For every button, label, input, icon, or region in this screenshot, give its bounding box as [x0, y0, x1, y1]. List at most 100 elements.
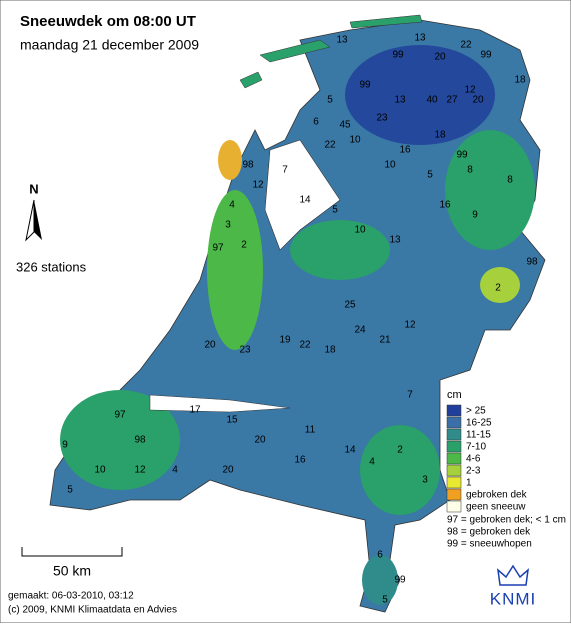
- station-value: 5: [67, 485, 73, 496]
- legend-swatch: [446, 464, 462, 477]
- station-value: 99: [359, 80, 371, 91]
- station-value: 20: [222, 465, 234, 476]
- legend-swatch: [446, 440, 462, 453]
- station-value: 2: [495, 283, 501, 294]
- station-value: 40: [426, 95, 438, 106]
- station-value: 10: [349, 135, 361, 146]
- station-value: 7: [282, 165, 288, 176]
- station-value: 7: [407, 390, 413, 401]
- region: [362, 555, 398, 605]
- region: [480, 267, 520, 303]
- station-value: 97: [114, 410, 126, 421]
- station-value: 8: [507, 175, 513, 186]
- station-value: 14: [299, 195, 311, 206]
- station-value: 10: [94, 465, 106, 476]
- station-value: 13: [389, 235, 401, 246]
- copyright: (c) 2009, KNMI Klimaatdata en Advies: [8, 605, 177, 616]
- station-value: 18: [514, 75, 526, 86]
- station-value: 98: [242, 160, 254, 171]
- station-value: 99: [392, 50, 404, 61]
- legend-label: geen sneeuw: [466, 502, 526, 513]
- region: [290, 220, 390, 280]
- station-value: 13: [414, 33, 426, 44]
- station-value: 4: [369, 457, 375, 468]
- station-value: 99: [394, 575, 406, 586]
- station-value: 22: [460, 40, 472, 51]
- station-value: 19: [279, 335, 291, 346]
- station-value: 10: [384, 160, 396, 171]
- station-value: 6: [313, 117, 319, 128]
- region: [218, 140, 242, 180]
- legend-swatch: [446, 488, 462, 501]
- station-value: 5: [332, 205, 338, 216]
- station-value: 3: [422, 475, 428, 486]
- station-value: 45: [339, 120, 351, 131]
- legend-label: 7-10: [466, 442, 486, 453]
- station-value: 25: [344, 300, 356, 311]
- station-value: 11: [305, 425, 316, 436]
- legend-note: 98 = gebroken dek: [447, 527, 531, 538]
- islands: [239, 14, 423, 89]
- legend-label: 1: [466, 478, 472, 489]
- station-value: 22: [299, 340, 311, 351]
- logo: KNMI: [490, 564, 537, 608]
- stations-count: 326 stations: [16, 259, 87, 274]
- river: [149, 394, 291, 413]
- ijsselmeer: [264, 139, 341, 251]
- legend-label: 4-6: [466, 454, 481, 465]
- station-value: 98: [134, 435, 146, 446]
- station-value: 23: [239, 345, 251, 356]
- region: [445, 130, 535, 250]
- station-value: 2: [397, 445, 403, 456]
- station-value: 18: [324, 345, 336, 356]
- station-value: 20: [434, 52, 446, 63]
- legend-label: 11-15: [466, 430, 491, 441]
- station-value: 16: [439, 200, 451, 211]
- station-value: 5: [382, 595, 388, 606]
- station-value: 23: [376, 113, 388, 124]
- station-value: 12: [404, 320, 416, 331]
- logo-text: KNMI: [490, 589, 537, 608]
- station-value: 12: [134, 465, 146, 476]
- crown: [496, 564, 530, 586]
- station-value: 14: [344, 445, 356, 456]
- station-value: 27: [446, 95, 458, 106]
- station-value: 4: [229, 200, 235, 211]
- station-value: 20: [204, 340, 216, 351]
- legend-swatch: [446, 500, 462, 513]
- station-value: 8: [467, 165, 473, 176]
- legend-swatch: [446, 452, 462, 465]
- station-value: 2: [241, 240, 247, 251]
- station-value: 10: [354, 225, 366, 236]
- legend-note: 97 = gebroken dek; < 1 cm: [447, 515, 566, 526]
- legend-label: gebroken dek: [466, 490, 528, 501]
- station-value: 17: [189, 405, 201, 416]
- legend-swatch: [446, 428, 462, 441]
- land: [49, 14, 546, 613]
- legend-unit: cm: [447, 389, 462, 401]
- region: [60, 390, 180, 490]
- scale-bar: [21, 547, 123, 557]
- station-value: 24: [354, 325, 366, 336]
- legend-swatch: [446, 476, 462, 489]
- legend-note: 99 = sneeuwhopen: [447, 539, 532, 550]
- scale-label: 50 km: [53, 563, 91, 579]
- made: gemaakt: 06-03-2010, 03:12: [8, 591, 134, 602]
- station-value: 13: [336, 35, 348, 46]
- legend-label: 16-25: [466, 418, 492, 429]
- region: [345, 45, 495, 145]
- station-value: 9: [62, 440, 68, 451]
- station-value: 12: [464, 85, 476, 96]
- station-value: 9: [472, 210, 478, 221]
- station-value: 5: [427, 170, 433, 181]
- legend-swatch: [446, 416, 462, 429]
- station-value: 99: [480, 50, 492, 61]
- station-value: 6: [377, 550, 383, 561]
- station-value: 99: [456, 150, 468, 161]
- region: [207, 190, 263, 350]
- station-value: 20: [472, 95, 484, 106]
- station-value: 4: [172, 465, 178, 476]
